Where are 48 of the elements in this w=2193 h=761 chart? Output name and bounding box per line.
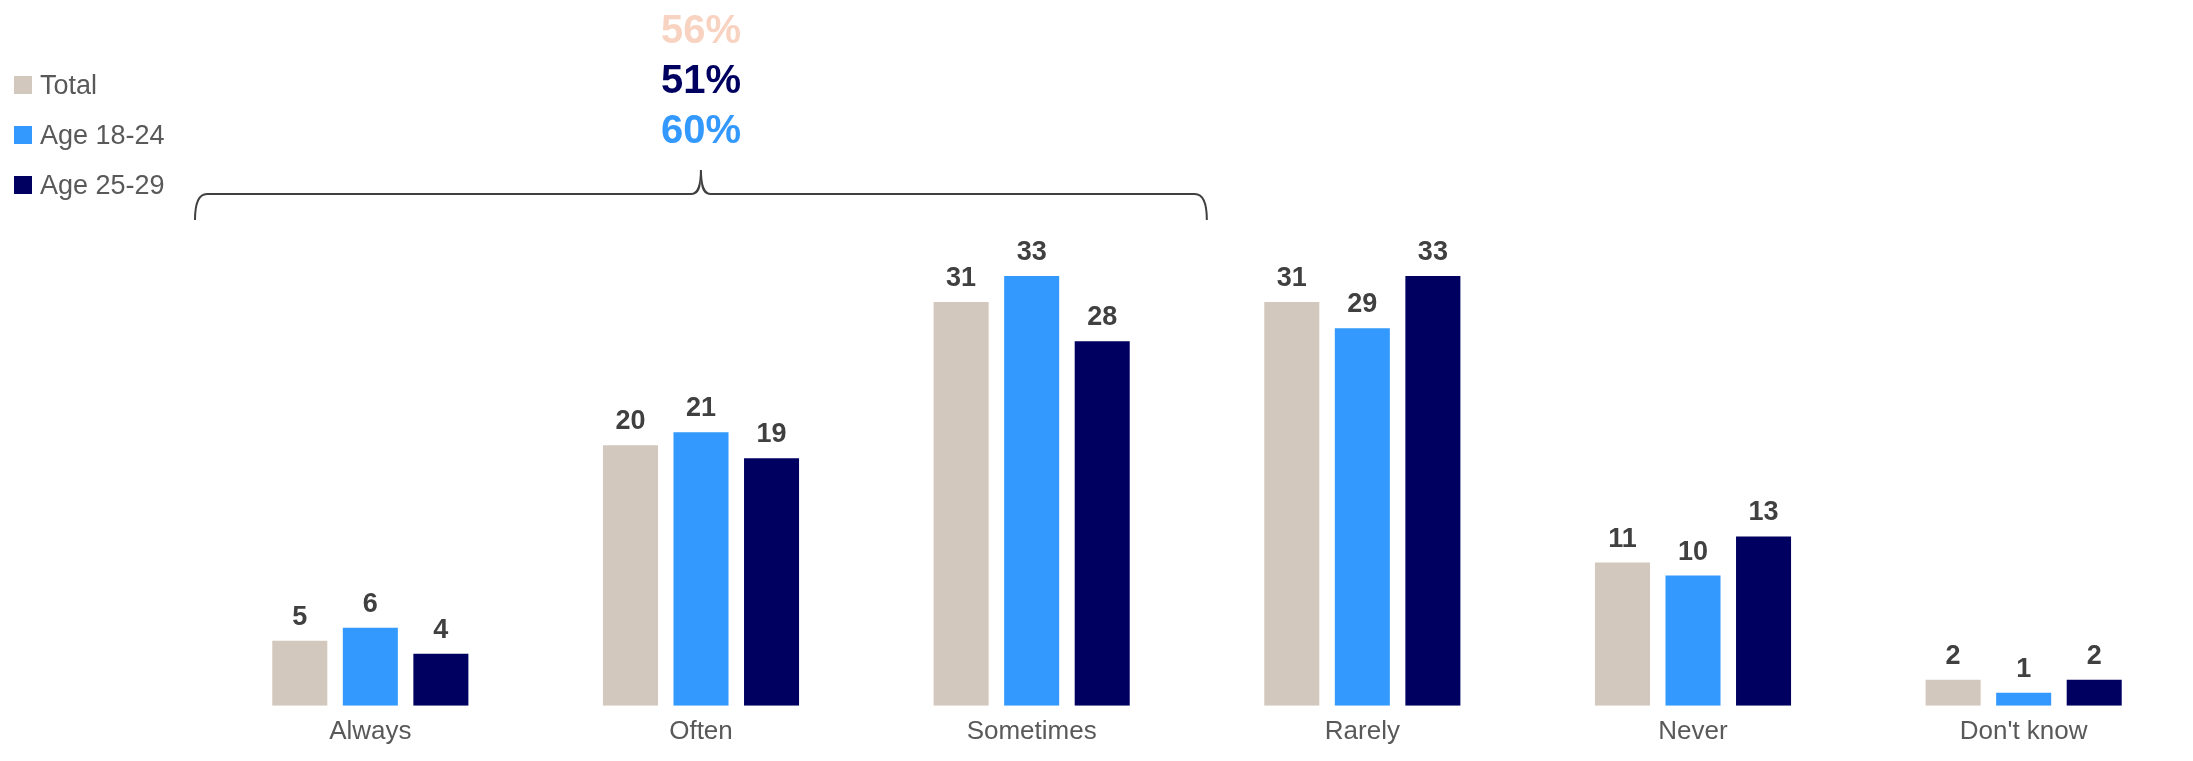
bar (602, 445, 658, 706)
bar (272, 640, 328, 706)
bar (413, 653, 469, 706)
bar (2066, 679, 2122, 706)
data-label: 1 (2016, 652, 2032, 683)
text: 51% (659, 56, 743, 103)
data-label: 5 (292, 600, 308, 631)
bar (1925, 679, 1981, 706)
bar (673, 432, 729, 706)
data-label: 28 (1087, 301, 1118, 332)
bar (1334, 328, 1390, 706)
bar (744, 458, 800, 706)
x-tick-label: Always (329, 714, 412, 745)
bar (1264, 302, 1320, 706)
data-label: 2 (2086, 639, 2102, 670)
data-label: 21 (685, 392, 717, 423)
x-tick-label: Never (1658, 714, 1729, 745)
bar (1665, 575, 1721, 706)
data-label: 13 (1748, 496, 1779, 527)
bar (933, 302, 989, 706)
x-tick-label: Often (669, 714, 733, 745)
bar (1594, 562, 1650, 706)
x-tick-label: Don't know (1959, 714, 2088, 745)
data-label: 33 (1417, 236, 1448, 266)
legend-label: Age 18-24 (40, 119, 165, 151)
legend-label: Age 25-29 (40, 169, 165, 201)
data-label: 31 (946, 262, 977, 293)
data-label: 2 (1945, 639, 1961, 670)
bar (1736, 536, 1792, 706)
bar (342, 627, 398, 706)
data-label: 6 (362, 587, 378, 618)
data-label: 11 (1608, 522, 1637, 553)
x-tick-label: Sometimes (966, 714, 1097, 745)
legend-label: Total (40, 69, 98, 101)
text: 56% (659, 6, 743, 53)
bar (1074, 341, 1130, 706)
bar (1004, 276, 1060, 706)
bar (1405, 276, 1461, 706)
text: 60% (659, 106, 743, 153)
data-label: 33 (1016, 236, 1047, 266)
data-label: 29 (1347, 288, 1378, 319)
data-label: 4 (433, 613, 449, 644)
data-label: 31 (1276, 262, 1307, 293)
x-tick-label: Rarely (1324, 714, 1400, 745)
bar (1996, 692, 2052, 706)
data-label: 10 (1677, 535, 1709, 566)
data-label: 20 (615, 405, 646, 436)
data-label: 19 (756, 418, 787, 449)
